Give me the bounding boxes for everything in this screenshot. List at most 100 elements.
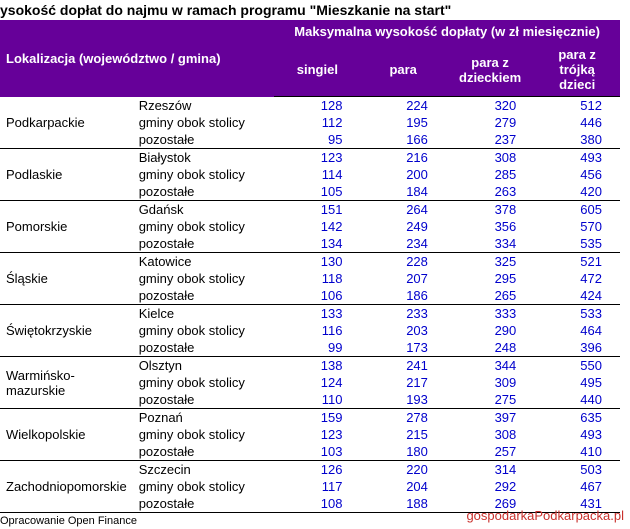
value-cell: 344 xyxy=(446,357,534,375)
page-title: ysokość dopłat do najmu w ramach program… xyxy=(0,0,630,20)
value-cell: 130 xyxy=(274,253,360,271)
value-cell: 495 xyxy=(534,374,620,391)
value-cell: 292 xyxy=(446,478,534,495)
value-cell: 397 xyxy=(446,409,534,427)
value-cell: 228 xyxy=(360,253,445,271)
sub-cell: pozostałe xyxy=(133,287,275,305)
value-cell: 133 xyxy=(274,305,360,323)
value-cell: 446 xyxy=(534,114,620,131)
sub-cell: Kielce xyxy=(133,305,275,323)
value-cell: 265 xyxy=(446,287,534,305)
value-cell: 325 xyxy=(446,253,534,271)
sub-cell: gminy obok stolicy xyxy=(133,322,275,339)
value-cell: 180 xyxy=(360,443,445,461)
value-cell: 456 xyxy=(534,166,620,183)
sub-cell: Gdańsk xyxy=(133,201,275,219)
region-cell: Podlaskie xyxy=(0,149,133,201)
region-cell: Śląskie xyxy=(0,253,133,305)
value-cell: 257 xyxy=(446,443,534,461)
header-location: Lokalizacja (województwo / gmina) xyxy=(0,20,274,97)
region-cell: Zachodniopomorskie xyxy=(0,461,133,513)
value-cell: 467 xyxy=(534,478,620,495)
sub-cell: gminy obok stolicy xyxy=(133,426,275,443)
value-cell: 635 xyxy=(534,409,620,427)
value-cell: 95 xyxy=(274,131,360,149)
value-cell: 263 xyxy=(446,183,534,201)
value-cell: 308 xyxy=(446,426,534,443)
value-cell: 550 xyxy=(534,357,620,375)
region-cell: Świętokrzyskie xyxy=(0,305,133,357)
sub-cell: Katowice xyxy=(133,253,275,271)
value-cell: 241 xyxy=(360,357,445,375)
value-cell: 493 xyxy=(534,426,620,443)
sub-cell: Szczecin xyxy=(133,461,275,479)
value-cell: 123 xyxy=(274,426,360,443)
value-cell: 308 xyxy=(446,149,534,167)
value-cell: 142 xyxy=(274,218,360,235)
value-cell: 440 xyxy=(534,391,620,409)
sub-cell: Białystok xyxy=(133,149,275,167)
value-cell: 380 xyxy=(534,131,620,149)
subsidy-table: Lokalizacja (województwo / gmina) Maksym… xyxy=(0,20,620,513)
value-cell: 605 xyxy=(534,201,620,219)
value-cell: 207 xyxy=(360,270,445,287)
value-cell: 128 xyxy=(274,97,360,115)
sub-cell: Poznań xyxy=(133,409,275,427)
value-cell: 396 xyxy=(534,339,620,357)
value-cell: 217 xyxy=(360,374,445,391)
value-cell: 320 xyxy=(446,97,534,115)
value-cell: 134 xyxy=(274,235,360,253)
value-cell: 410 xyxy=(534,443,620,461)
value-cell: 216 xyxy=(360,149,445,167)
sub-cell: gminy obok stolicy xyxy=(133,114,275,131)
value-cell: 224 xyxy=(360,97,445,115)
value-cell: 503 xyxy=(534,461,620,479)
value-cell: 333 xyxy=(446,305,534,323)
sub-cell: Rzeszów xyxy=(133,97,275,115)
value-cell: 237 xyxy=(446,131,534,149)
region-cell: Pomorskie xyxy=(0,201,133,253)
value-cell: 493 xyxy=(534,149,620,167)
table-row: ŚląskieKatowice130228325521 xyxy=(0,253,620,271)
value-cell: 108 xyxy=(274,495,360,513)
sub-cell: pozostałe xyxy=(133,391,275,409)
sub-cell: gminy obok stolicy xyxy=(133,478,275,495)
sub-cell: pozostałe xyxy=(133,235,275,253)
sub-cell: pozostałe xyxy=(133,339,275,357)
sub-cell: pozostałe xyxy=(133,495,275,513)
value-cell: 378 xyxy=(446,201,534,219)
region-cell: Podkarpackie xyxy=(0,97,133,149)
table-row: WielkopolskiePoznań159278397635 xyxy=(0,409,620,427)
value-cell: 215 xyxy=(360,426,445,443)
value-cell: 278 xyxy=(360,409,445,427)
value-cell: 99 xyxy=(274,339,360,357)
value-cell: 533 xyxy=(534,305,620,323)
table-row: PodlaskieBiałystok123216308493 xyxy=(0,149,620,167)
sub-cell: Olsztyn xyxy=(133,357,275,375)
value-cell: 151 xyxy=(274,201,360,219)
region-cell: Wielkopolskie xyxy=(0,409,133,461)
value-cell: 204 xyxy=(360,478,445,495)
value-cell: 188 xyxy=(360,495,445,513)
value-cell: 184 xyxy=(360,183,445,201)
value-cell: 249 xyxy=(360,218,445,235)
value-cell: 295 xyxy=(446,270,534,287)
value-cell: 186 xyxy=(360,287,445,305)
table-row: PomorskieGdańsk151264378605 xyxy=(0,201,620,219)
value-cell: 195 xyxy=(360,114,445,131)
header-top: Maksymalna wysokość dopłaty (w zł miesię… xyxy=(274,20,620,43)
sub-cell: gminy obok stolicy xyxy=(133,166,275,183)
watermark: gospodarkaPodkarpacka.pl xyxy=(466,508,624,523)
value-cell: 124 xyxy=(274,374,360,391)
sub-cell: pozostałe xyxy=(133,131,275,149)
value-cell: 234 xyxy=(360,235,445,253)
value-cell: 200 xyxy=(360,166,445,183)
value-cell: 424 xyxy=(534,287,620,305)
header-col-2: para z dzieckiem xyxy=(446,43,534,97)
table-row: ŚwiętokrzyskieKielce133233333533 xyxy=(0,305,620,323)
header-col-3: para z trójką dzieci xyxy=(534,43,620,97)
value-cell: 535 xyxy=(534,235,620,253)
table-row: ZachodniopomorskieSzczecin126220314503 xyxy=(0,461,620,479)
value-cell: 110 xyxy=(274,391,360,409)
value-cell: 290 xyxy=(446,322,534,339)
